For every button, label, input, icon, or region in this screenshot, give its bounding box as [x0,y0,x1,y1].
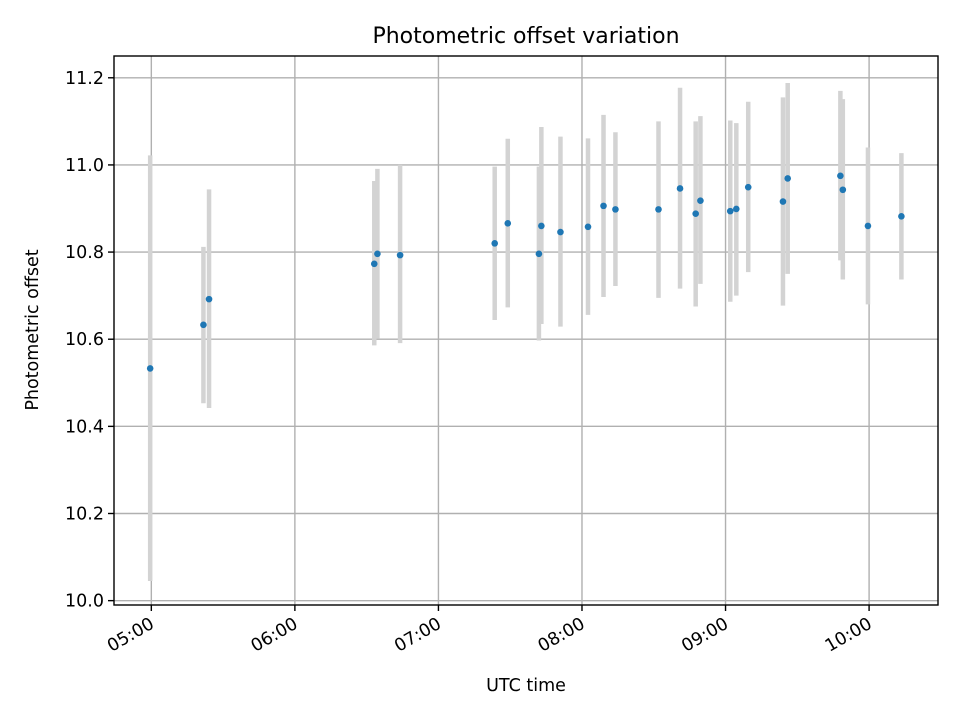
data-point [504,220,512,227]
y-axis-label: Photometric offset [23,249,43,410]
data-point [839,186,847,194]
data-point [612,206,619,213]
data-point [200,321,207,329]
data-point [557,228,564,236]
data-point [655,206,662,213]
data-point [396,251,404,259]
data-point [491,240,499,247]
y-tick-label: 10.8 [65,243,104,263]
data-point [898,213,905,220]
y-tick-label: 10.2 [65,505,104,525]
data-point [535,250,543,258]
data-point [733,205,740,213]
data-point [837,172,844,180]
y-tick-label: 11.2 [65,69,104,89]
plot-frame [113,55,939,606]
data-point [370,260,378,268]
y-tick-label: 10.6 [65,330,104,350]
data-point [726,207,734,215]
data-point [697,197,704,204]
y-tick-label: 10.0 [65,592,104,612]
data-point [146,365,154,372]
data-point [584,223,592,231]
chart-title: Photometric offset variation [372,24,679,49]
data-point [205,295,213,303]
data-point [784,175,791,182]
data-points [146,172,905,372]
x-axis-label: UTC time [486,676,566,696]
y-tick-label: 11.0 [65,156,104,176]
data-point [676,185,684,192]
data-point [538,222,545,230]
data-point [864,222,872,230]
data-point [779,198,787,205]
data-point [600,202,607,210]
data-point [692,210,699,218]
data-point [744,183,752,191]
y-tick-label: 10.4 [65,417,104,437]
data-point [374,250,381,258]
